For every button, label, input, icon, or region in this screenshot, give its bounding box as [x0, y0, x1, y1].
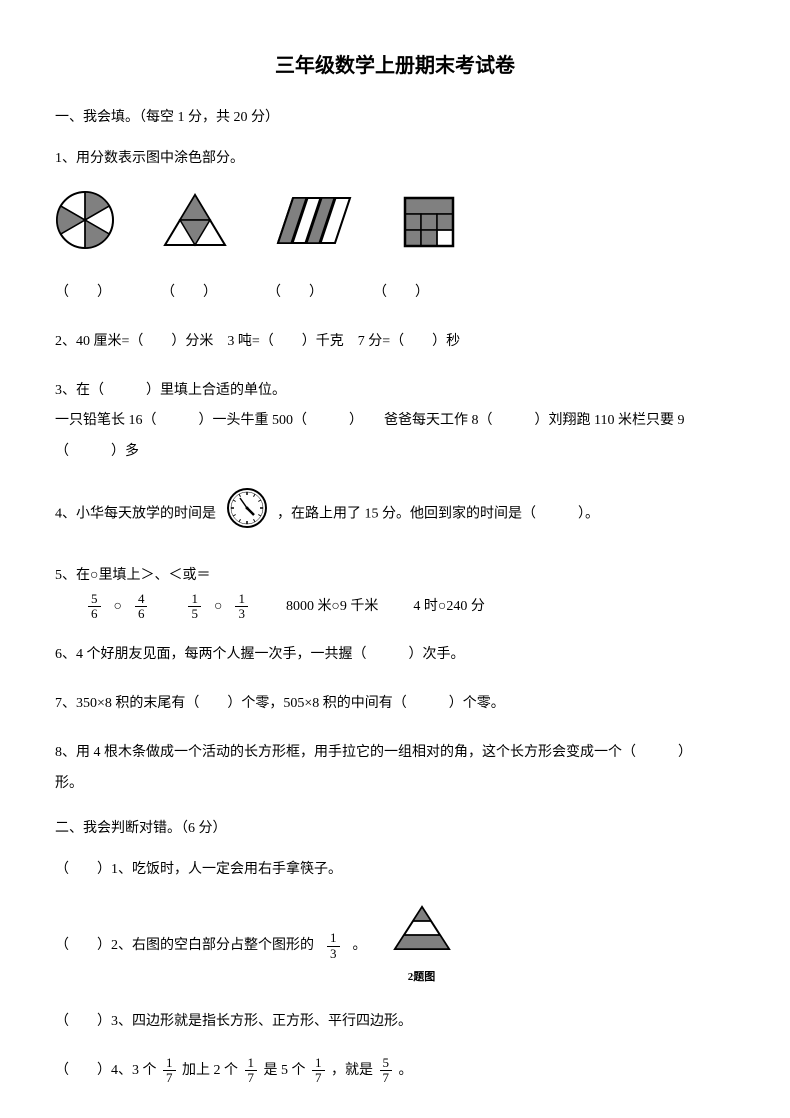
j4-after: 。	[399, 1063, 413, 1078]
q5-comparisons: 56 ○ 46 15 ○ 13 8000 米○9 千米 4 时○240 分	[85, 592, 735, 623]
question-8: 8、用 4 根木条做成一个活动的长方形框，用手拉它的一组相对的角，这个长方形会变…	[55, 738, 735, 800]
judge-1: （ ）1、吃饭时，人一定会用右手拿筷子。	[55, 855, 735, 886]
q5-header: 5、在○里填上＞、＜或＝	[55, 561, 735, 592]
question-3: 3、在（ ）里填上合适的单位。 一只铅笔长 16（ ）一头牛重 500（ ） 爸…	[55, 376, 735, 468]
blank-3: （ ）	[267, 278, 323, 309]
q3-line2: （ ）多	[55, 437, 735, 468]
blank-2: （ ）	[161, 278, 217, 309]
parallelogram-shape	[275, 193, 355, 261]
judge-4: （ ）4、3 个 17 加上 2 个 17 是 5 个 17 ，就是 57 。	[55, 1056, 735, 1087]
comp-2: 15 ○ 13	[185, 592, 250, 623]
q1-blanks: （ ） （ ） （ ） （ ）	[55, 278, 735, 309]
triangle-shape	[160, 190, 230, 263]
question-4: 4、小华每天放学的时间是 ，在路上用了 15 分。他回到家的时间是（ ）。	[55, 486, 735, 543]
q1-text: 1、用分数表示图中涂色部分。	[55, 144, 735, 175]
question-2: 2、40 厘米=（ ）分米 3 吨=（ ）千克 7 分=（ ）秒	[55, 327, 735, 358]
comp-4: 4 时○240 分	[413, 592, 484, 623]
section1-header: 一、我会填。（每空 1 分，共 20 分）	[55, 107, 735, 129]
j4-before: （ ）4、3 个	[55, 1063, 157, 1078]
j2-after: 。	[353, 931, 367, 962]
question-7: 7、350×8 积的末尾有（ ）个零，505×8 积的中间有（ ）个零。	[55, 689, 735, 720]
q4-after: ，在路上用了 15 分。他回到家的时间是（ ）。	[277, 507, 599, 522]
judge-2: （ ）2、右图的空白部分占整个图形的 13 。 2题图	[55, 904, 735, 989]
j4-mid1: 加上 2 个	[182, 1063, 238, 1078]
blank-4: （ ）	[373, 278, 429, 309]
question-6: 6、4 个好朋友见面，每两个人握一次手，一共握（ ）次手。	[55, 640, 735, 671]
j2-before: （ ）2、右图的空白部分占整个图形的	[55, 931, 314, 962]
blank-1: （ ）	[55, 278, 111, 309]
q8-line2: 形。	[55, 769, 735, 800]
question-5: 5、在○里填上＞、＜或＝ 56 ○ 46 15 ○ 13 8000 米○9 千米…	[55, 561, 735, 623]
j2-label: 2题图	[392, 965, 452, 989]
clock-icon	[225, 486, 269, 543]
exam-title: 三年级数学上册期末考试卷	[55, 50, 735, 82]
pie-shape	[55, 190, 115, 263]
q8-line1: 8、用 4 根木条做成一个活动的长方形框，用手拉它的一组相对的角，这个长方形会变…	[55, 738, 735, 769]
grid-shape	[400, 193, 460, 261]
q3-line1: 一只铅笔长 16（ ）一头牛重 500（ ） 爸爸每天工作 8（ ）刘翔跑 11…	[55, 406, 735, 437]
question-1: 1、用分数表示图中涂色部分。	[55, 144, 735, 308]
q3-header: 3、在（ ）里填上合适的单位。	[55, 376, 735, 407]
j2-fraction: 13	[327, 931, 340, 961]
comp-3: 8000 米○9 千米	[286, 592, 378, 623]
comp-1: 56 ○ 46	[85, 592, 150, 623]
q1-shapes	[55, 190, 735, 263]
section2-header: 二、我会判断对错。（6 分）	[55, 818, 735, 840]
j4-mid3: ，就是	[331, 1063, 373, 1078]
q4-before: 4、小华每天放学的时间是	[55, 507, 216, 522]
j2-triangle: 2题图	[392, 904, 452, 989]
judge-3: （ ）3、四边形就是指长方形、正方形、平行四边形。	[55, 1007, 735, 1038]
j4-mid2: 是 5 个	[264, 1063, 306, 1078]
